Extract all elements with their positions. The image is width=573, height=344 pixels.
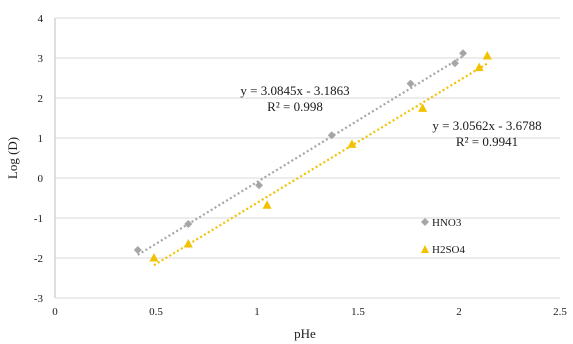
legend: HNO3 H2SO4 xyxy=(421,217,466,256)
trendline-equation-hno3: y = 3.0845x - 3.1863 R² = 0.998 xyxy=(240,83,349,114)
x-tick-label: 1 xyxy=(254,306,260,318)
x-tick-labels: 0 0.5 1 1.5 2 2.5 xyxy=(52,306,567,318)
r-squared-label: R² = 0.9941 xyxy=(456,134,518,149)
trendline-equation-h2so4: y = 3.0562x - 3.6788 R² = 0.9941 xyxy=(432,118,541,149)
diamond-marker-icon xyxy=(421,218,429,226)
legend-label: HNO3 xyxy=(432,217,462,229)
y-tick-label: -3 xyxy=(34,293,44,305)
data-point-hno3 xyxy=(255,181,264,190)
x-tick-label: 2.5 xyxy=(553,306,567,318)
equation-label: y = 3.0562x - 3.6788 xyxy=(432,118,541,133)
y-tick-label: 0 xyxy=(38,173,44,185)
data-point-hno3 xyxy=(459,49,468,58)
y-tick-label: -1 xyxy=(34,213,43,225)
y-tick-label: -2 xyxy=(34,253,43,265)
triangle-marker-icon xyxy=(421,245,429,253)
x-axis-label: pHe xyxy=(294,326,316,341)
trendlines xyxy=(137,55,488,267)
legend-item-hno3: HNO3 xyxy=(421,217,462,229)
trendline-hno3 xyxy=(137,55,464,256)
gridlines xyxy=(55,17,560,299)
data-point-h2so4 xyxy=(474,62,484,72)
y-tick-label: 2 xyxy=(38,93,44,105)
trendline-h2so4 xyxy=(153,62,488,267)
y-axis-label: Log (D) xyxy=(5,137,20,179)
legend-label: H2SO4 xyxy=(432,244,466,256)
r-squared-label: R² = 0.998 xyxy=(267,99,323,114)
data-point-hno3 xyxy=(184,220,193,228)
data-point-h2so4 xyxy=(149,253,159,262)
x-tick-label: 1.5 xyxy=(351,306,365,318)
data-point-h2so4 xyxy=(347,139,357,148)
data-point-h2so4 xyxy=(482,51,492,60)
data-point-h2so4 xyxy=(262,200,272,209)
data-point-hno3 xyxy=(327,131,336,140)
x-tick-label: 0 xyxy=(52,306,58,318)
data-point-h2so4 xyxy=(418,103,428,112)
y-tick-label: 3 xyxy=(38,53,44,65)
y-tick-labels: -3 -2 -1 0 1 2 3 4 xyxy=(34,13,44,305)
data-points xyxy=(133,49,492,262)
data-point-hno3 xyxy=(406,79,415,88)
y-tick-label: 4 xyxy=(38,13,44,25)
equation-label: y = 3.0845x - 3.1863 xyxy=(240,83,349,98)
data-point-hno3 xyxy=(133,246,142,254)
x-tick-label: 2 xyxy=(456,306,462,318)
x-tick-label: 0.5 xyxy=(149,306,163,318)
data-point-hno3 xyxy=(450,59,459,68)
data-point-h2so4 xyxy=(183,239,193,248)
y-tick-label: 1 xyxy=(38,133,44,145)
legend-item-h2so4: H2SO4 xyxy=(421,244,466,256)
